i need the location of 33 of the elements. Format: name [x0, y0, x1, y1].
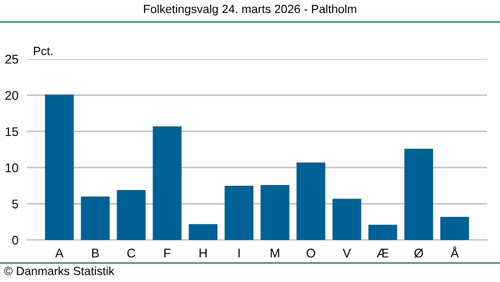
bar	[440, 216, 470, 240]
x-tick-label: F	[164, 248, 170, 258]
bar	[152, 126, 182, 240]
bar	[44, 94, 74, 240]
y-tick-label: 15	[6, 127, 18, 136]
bar	[80, 196, 110, 240]
x-tick-label: Ø	[414, 248, 424, 258]
x-tick-label: Æ	[376, 248, 388, 258]
y-tick-label: 20	[5, 91, 18, 100]
y-tick-label: 0	[12, 236, 18, 245]
text: © Danmarks Statistik	[4, 266, 114, 276]
chart-title: Folketingsvalg 24. marts 2026 - Paltholm	[144, 4, 356, 16]
x-tick-label: M	[270, 248, 280, 258]
y-tick-label: 25	[5, 54, 18, 64]
x-tick-label: B	[92, 248, 99, 258]
bar	[296, 162, 326, 240]
bar	[260, 184, 290, 240]
bar	[368, 224, 398, 240]
y-tick-label: 10	[6, 163, 18, 172]
x-tick-label: H	[200, 248, 207, 258]
y-tick-label: 5	[12, 200, 18, 208]
bar	[116, 190, 146, 240]
x-tick-label: I	[238, 248, 240, 258]
bar	[224, 186, 254, 240]
y-axis-title: Pct.	[34, 46, 52, 56]
bar	[332, 198, 362, 240]
x-tick-label: A	[55, 248, 64, 258]
x-tick-label: V	[342, 248, 351, 258]
bar	[188, 224, 218, 240]
x-tick-label: Å	[450, 246, 459, 258]
bar	[404, 148, 434, 240]
x-tick-label: C	[127, 248, 136, 258]
x-tick-label: O	[306, 248, 316, 258]
